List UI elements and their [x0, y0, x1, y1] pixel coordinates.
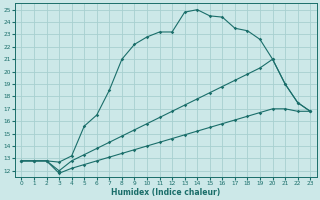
X-axis label: Humidex (Indice chaleur): Humidex (Indice chaleur)	[111, 188, 220, 197]
